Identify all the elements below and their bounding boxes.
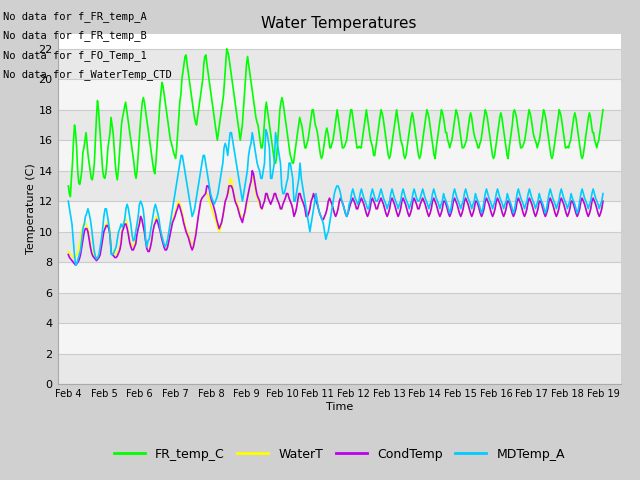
Legend: FR_temp_C, WaterT, CondTemp, MDTemp_A: FR_temp_C, WaterT, CondTemp, MDTemp_A [109,443,570,466]
Bar [58,201,621,232]
Bar [58,49,621,79]
Bar [58,354,621,384]
Text: No data for f_FR_temp_A: No data for f_FR_temp_A [3,11,147,22]
Bar [58,79,621,110]
Bar [58,140,621,171]
Bar [58,323,621,354]
Bar [58,293,621,323]
Bar [58,262,621,293]
Text: No data for f_FR_temp_B: No data for f_FR_temp_B [3,30,147,41]
Text: No data for f_FO_Temp_1: No data for f_FO_Temp_1 [3,49,147,60]
Y-axis label: Temperature (C): Temperature (C) [26,163,36,254]
Bar [58,232,621,262]
Text: No data for f_WaterTemp_CTD: No data for f_WaterTemp_CTD [3,69,172,80]
Title: Water Temperatures: Water Temperatures [262,16,417,31]
X-axis label: Time: Time [326,402,353,412]
Bar [58,110,621,140]
Bar [58,171,621,201]
